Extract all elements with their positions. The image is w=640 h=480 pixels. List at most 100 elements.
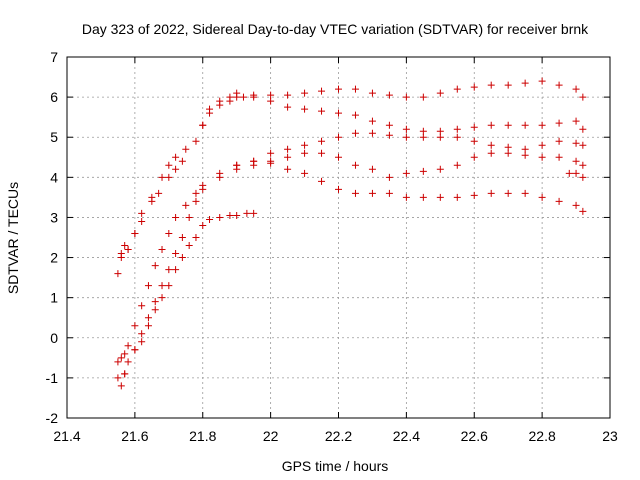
data-point bbox=[114, 358, 122, 366]
x-tick-label: 21.4 bbox=[53, 428, 80, 444]
x-tick-label: 22 bbox=[263, 428, 279, 444]
data-point bbox=[579, 207, 587, 215]
chart-title: Day 323 of 2022, Sidereal Day-to-day VTE… bbox=[82, 21, 589, 37]
data-point bbox=[243, 209, 251, 217]
x-tick-label: 22.8 bbox=[529, 428, 556, 444]
data-point bbox=[178, 254, 186, 262]
data-point bbox=[521, 151, 529, 159]
data-points bbox=[114, 77, 587, 390]
data-point bbox=[151, 306, 159, 314]
data-point bbox=[436, 133, 444, 141]
data-point bbox=[131, 322, 139, 330]
data-point bbox=[351, 161, 359, 169]
data-point bbox=[579, 173, 587, 181]
data-point bbox=[504, 143, 512, 151]
data-point bbox=[402, 193, 410, 201]
data-point bbox=[121, 242, 129, 250]
data-point bbox=[521, 121, 529, 129]
data-point bbox=[385, 189, 393, 197]
data-point bbox=[199, 221, 207, 229]
data-point bbox=[158, 294, 166, 302]
data-point bbox=[453, 85, 461, 93]
data-point bbox=[487, 141, 495, 149]
data-point bbox=[233, 93, 241, 101]
data-point bbox=[521, 189, 529, 197]
data-point bbox=[131, 229, 139, 237]
data-point bbox=[250, 157, 258, 165]
data-point bbox=[117, 382, 125, 390]
data-point bbox=[206, 109, 214, 117]
data-point bbox=[351, 111, 359, 119]
x-tick-label: 22.4 bbox=[393, 428, 420, 444]
data-point bbox=[436, 89, 444, 97]
data-point bbox=[504, 81, 512, 89]
y-tick-label: -1 bbox=[46, 370, 59, 386]
data-point bbox=[301, 141, 309, 149]
data-point bbox=[402, 133, 410, 141]
data-point bbox=[504, 121, 512, 129]
x-tick-label: 21.8 bbox=[189, 428, 216, 444]
y-tick-label: 7 bbox=[50, 49, 58, 65]
data-point bbox=[318, 107, 326, 115]
x-tick-label: 23 bbox=[602, 428, 618, 444]
data-point bbox=[453, 125, 461, 133]
data-point bbox=[185, 213, 193, 221]
data-point bbox=[124, 342, 132, 350]
data-point bbox=[178, 234, 186, 241]
data-point bbox=[301, 89, 309, 97]
data-point bbox=[385, 131, 393, 139]
data-point bbox=[470, 191, 478, 199]
data-point bbox=[216, 101, 224, 109]
data-point bbox=[521, 145, 529, 153]
data-point bbox=[185, 242, 193, 250]
data-point bbox=[165, 266, 173, 274]
data-point bbox=[131, 346, 139, 354]
data-point bbox=[301, 169, 309, 177]
axis-ticks bbox=[66, 56, 611, 419]
y-tick-label: 0 bbox=[50, 330, 58, 346]
data-point bbox=[216, 173, 224, 181]
data-point bbox=[158, 282, 166, 290]
data-point bbox=[419, 193, 427, 201]
data-point bbox=[453, 193, 461, 201]
data-point bbox=[555, 153, 563, 161]
data-point bbox=[165, 229, 173, 237]
x-tick-label: 22.2 bbox=[325, 428, 352, 444]
data-point bbox=[487, 81, 495, 89]
data-point bbox=[233, 161, 241, 169]
data-point bbox=[206, 215, 214, 223]
data-point bbox=[199, 185, 207, 193]
data-point bbox=[155, 189, 163, 197]
data-point bbox=[117, 354, 125, 362]
data-point bbox=[226, 211, 234, 219]
data-point bbox=[301, 149, 309, 157]
data-point bbox=[572, 201, 580, 209]
data-point bbox=[148, 197, 156, 205]
data-point bbox=[368, 165, 376, 173]
data-point bbox=[487, 121, 495, 129]
data-point bbox=[151, 298, 159, 306]
data-point bbox=[565, 169, 573, 177]
data-point bbox=[368, 117, 376, 125]
data-point bbox=[436, 127, 444, 135]
data-point bbox=[138, 302, 146, 310]
data-point bbox=[158, 246, 166, 254]
data-point bbox=[436, 193, 444, 201]
data-point bbox=[199, 121, 207, 129]
y-tick-label: 6 bbox=[50, 89, 58, 105]
data-point bbox=[182, 201, 190, 209]
data-point bbox=[284, 91, 292, 99]
data-point bbox=[114, 374, 122, 382]
data-point bbox=[470, 83, 478, 91]
data-point bbox=[385, 91, 393, 99]
data-point bbox=[233, 211, 241, 219]
data-point bbox=[124, 246, 132, 254]
data-point bbox=[368, 189, 376, 197]
data-point bbox=[572, 157, 580, 165]
data-point bbox=[538, 141, 546, 149]
data-point bbox=[172, 165, 180, 173]
data-point bbox=[555, 197, 563, 205]
y-axis-title: SDTVAR / TECUs bbox=[5, 182, 21, 294]
data-point bbox=[555, 119, 563, 127]
